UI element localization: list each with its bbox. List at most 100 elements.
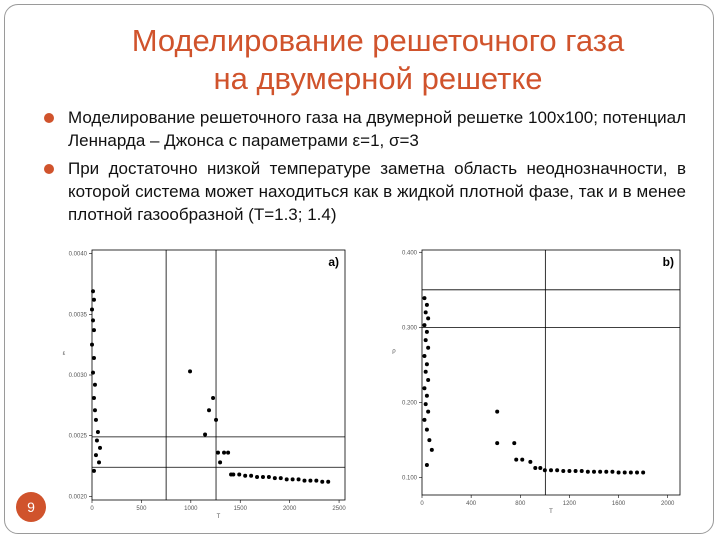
data-point (635, 470, 639, 475)
panel-label: b) (663, 255, 674, 269)
data-point (604, 469, 609, 474)
data-point (308, 478, 313, 483)
data-point (520, 457, 525, 462)
data-point (203, 432, 208, 437)
data-point (424, 427, 429, 432)
data-point (422, 296, 427, 301)
x-tick-label: 0 (90, 506, 94, 512)
data-point (528, 459, 533, 464)
data-point (424, 329, 429, 334)
y-tick-label: 0.400 (402, 250, 418, 256)
data-point (90, 318, 95, 323)
data-point (255, 474, 260, 479)
title-line: Моделирование решеточного газа (131, 23, 625, 58)
data-point (542, 468, 547, 473)
slide-number: 9 (16, 492, 46, 522)
data-point (91, 328, 96, 333)
data-point (214, 417, 219, 422)
data-point (592, 469, 596, 474)
x-axis-label: T (549, 509, 553, 515)
data-point (231, 472, 236, 477)
data-point (326, 479, 331, 484)
data-point (314, 478, 319, 483)
data-point (426, 378, 431, 383)
data-point (424, 462, 429, 467)
data-point (426, 409, 431, 414)
data-point (549, 468, 553, 473)
x-tick-label: 2500 (332, 506, 346, 512)
data-point (91, 468, 96, 473)
slide-frame (4, 4, 714, 534)
data-point (426, 345, 431, 350)
data-point (426, 316, 431, 321)
data-point (302, 478, 307, 483)
x-tick-label: 2000 (283, 506, 297, 512)
data-point (90, 307, 94, 312)
data-point (290, 477, 295, 482)
data-point (218, 460, 223, 465)
data-point (427, 438, 432, 443)
data-point (585, 469, 590, 474)
y-tick-label: 0.0035 (69, 312, 88, 318)
data-point (98, 445, 103, 450)
x-tick-label: 1600 (612, 501, 626, 507)
y-tick-label: 0.100 (402, 476, 418, 482)
title-line: на двумерной решетке (213, 61, 543, 96)
data-point (320, 479, 325, 484)
data-point (423, 310, 428, 315)
x-tick-label: 2000 (661, 501, 675, 507)
y-tick-label: 0.0025 (69, 434, 88, 440)
data-point (495, 409, 500, 414)
data-point (90, 342, 94, 347)
data-point (424, 302, 429, 307)
data-point (538, 465, 543, 470)
data-point (91, 396, 96, 401)
data-point (207, 408, 212, 413)
data-point (226, 450, 231, 455)
data-point (555, 468, 560, 473)
data-point (97, 460, 102, 465)
x-tick-label: 1200 (563, 501, 577, 507)
data-point (424, 362, 429, 367)
data-point (422, 417, 427, 422)
data-point (495, 441, 500, 446)
x-tick-label: 500 (136, 506, 147, 512)
data-point (91, 297, 96, 302)
panel-label: a) (328, 255, 339, 269)
x-axis-label: T (217, 514, 221, 520)
y-axis-label: ε (63, 351, 66, 357)
y-tick-label: 0.300 (402, 325, 418, 331)
data-point (567, 468, 572, 473)
y-tick-label: 0.0040 (69, 252, 88, 258)
data-point (260, 474, 265, 479)
data-point (272, 476, 277, 481)
x-tick-label: 800 (515, 501, 526, 507)
data-point (92, 408, 97, 413)
plot-area (421, 249, 681, 496)
data-point (95, 430, 100, 435)
data-point (90, 289, 95, 294)
data-point (423, 402, 428, 407)
data-point (622, 470, 627, 475)
data-point (92, 382, 97, 387)
data-point (249, 473, 254, 478)
x-tick-label: 400 (466, 501, 477, 507)
bullet: При достаточно низкой температуре заметн… (44, 159, 686, 224)
data-point (579, 468, 584, 473)
data-point (429, 447, 434, 452)
data-point (188, 369, 193, 374)
data-point (423, 338, 428, 343)
data-point (216, 450, 221, 455)
data-point (91, 356, 96, 361)
data-point (628, 470, 633, 475)
data-point (598, 469, 603, 474)
data-point (422, 353, 427, 358)
data-point (641, 470, 646, 475)
data-point (90, 370, 95, 375)
title: Моделирование решеточного газа на двумер… (60, 22, 696, 98)
data-point (93, 453, 98, 458)
data-point (610, 469, 615, 474)
data-point (94, 438, 99, 443)
